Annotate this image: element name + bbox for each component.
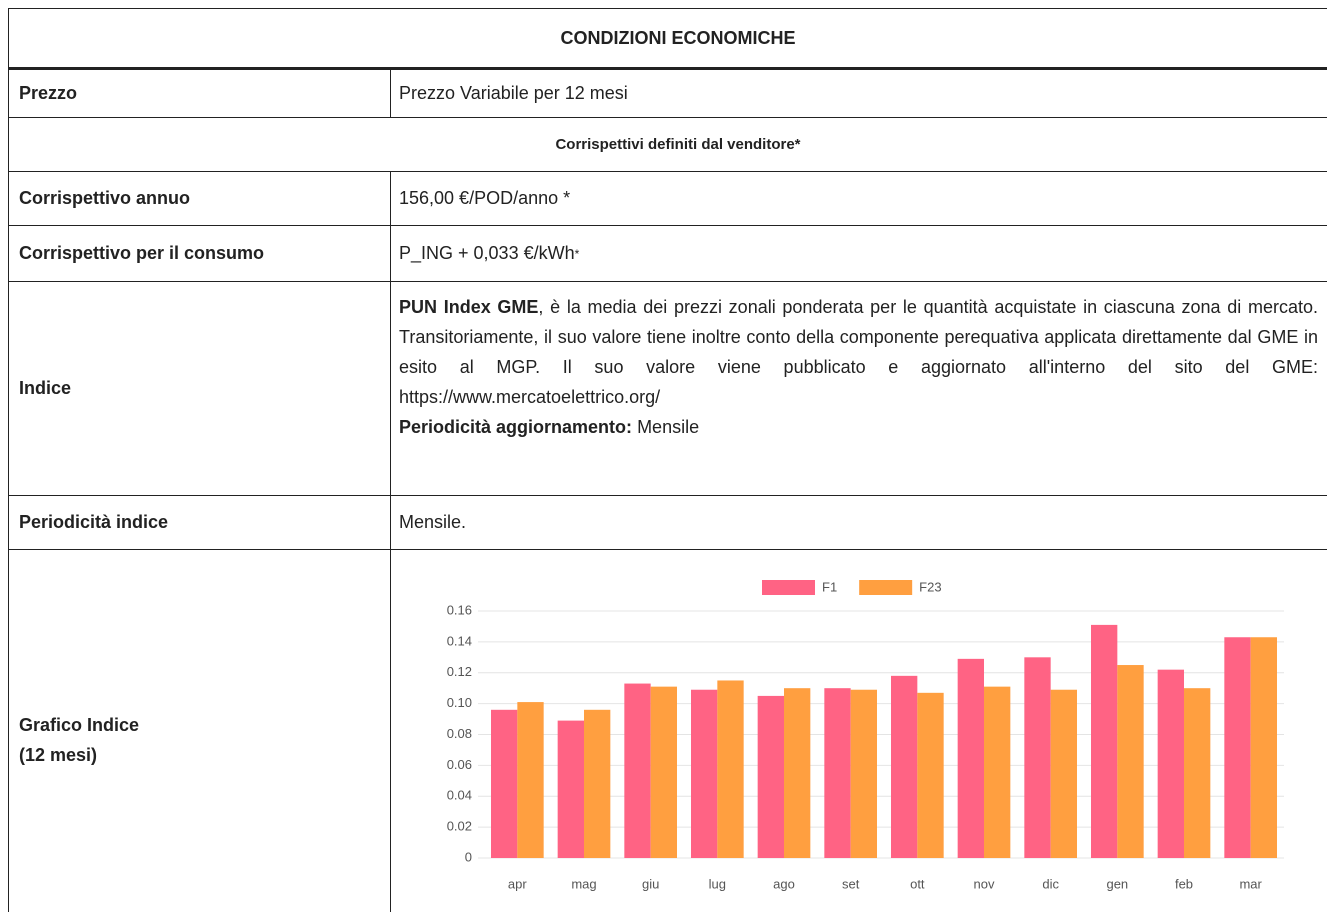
bar [584, 709, 611, 858]
y-tick-label: 0.10 [447, 695, 472, 710]
x-tick-label: ott [910, 876, 925, 891]
x-tick-label: set [842, 876, 860, 891]
y-tick-label: 0.14 [447, 633, 472, 648]
legend-swatch [762, 580, 815, 595]
bar [1024, 657, 1051, 858]
row-value-wrap: PUN Index GME, è la media dei prezzi zon… [391, 282, 1327, 495]
row-label: Indice [9, 282, 391, 495]
row-value: 156,00 €/POD/anno * [399, 188, 571, 208]
bar [824, 688, 851, 858]
x-tick-label: mag [571, 876, 596, 891]
y-tick-label: 0.08 [447, 726, 472, 741]
bar [517, 702, 544, 858]
y-tick-label: 0.04 [447, 788, 472, 803]
bar [957, 658, 984, 858]
x-tick-label: gen [1106, 876, 1128, 891]
section-row: Corrispettivi definiti dal venditore* [8, 118, 1327, 172]
bar [1224, 637, 1251, 858]
annuo-row: Corrispettivo annuo 156,00 €/POD/anno * [8, 172, 1327, 226]
legend-swatch [859, 580, 913, 595]
bar [557, 720, 584, 858]
bar [917, 692, 944, 858]
bar [984, 686, 1011, 858]
row-value-wrap: P_ING + 0,033 €/kWh * [391, 226, 1327, 281]
bar [757, 695, 784, 858]
x-tick-label: dic [1042, 876, 1059, 891]
label-line: (12 mesi) [19, 745, 98, 765]
update-label: Periodicità aggiornamento: [399, 417, 633, 437]
legend-label: F23 [919, 579, 941, 594]
periodicita-row: Periodicità indice Mensile. [8, 496, 1327, 550]
x-tick-label: apr [508, 876, 527, 891]
indice-text: PUN Index GME, è la media dei prezzi zon… [391, 282, 1327, 442]
bar [850, 689, 877, 858]
chart: 0 0.02 0.04 0.06 0.08 0.10 0.12 0.14 0.16 F1 F23 ap… [447, 579, 1284, 891]
prezzo-row: Prezzo Prezzo Variabile per 12 mesi [8, 70, 1327, 118]
row-label: Periodicità indice [9, 496, 391, 549]
x-tick-label: ago [773, 876, 795, 891]
bar [1250, 637, 1277, 858]
x-tick-label: lug [709, 876, 726, 891]
row-value: Mensile. [399, 512, 467, 532]
table-title: CONDIZIONI ECONOMICHE [560, 27, 796, 48]
x-tick-label: feb [1175, 876, 1193, 891]
y-tick-label: 0.12 [447, 664, 472, 679]
row-value: Prezzo Variabile per 12 mesi [399, 83, 628, 103]
y-tick-label: 0 [465, 849, 472, 864]
y-tick-label: 0.02 [447, 819, 472, 834]
index-name: PUN Index GME [399, 297, 539, 317]
bar [1157, 669, 1184, 858]
bar [891, 675, 918, 858]
consumo-row: Corrispettivo per il consumo P_ING + 0,0… [8, 226, 1327, 282]
header-row: CONDIZIONI ECONOMICHE [8, 8, 1327, 70]
row-label: Prezzo [9, 70, 391, 117]
y-tick-label: 0.16 [447, 602, 472, 617]
bar [717, 680, 744, 858]
grafico-row: Grafico Indice (12 mesi) [8, 550, 1327, 912]
bar [1091, 624, 1118, 858]
bar [1050, 689, 1077, 858]
row-label: Corrispettivo per il consumo [9, 226, 391, 281]
x-tick-label: nov [974, 876, 995, 891]
row-value: P_ING + 0,033 €/kWh [399, 243, 575, 263]
update-value: Mensile [637, 417, 700, 437]
section-title: Corrispettivi definiti dal venditore* [555, 136, 801, 153]
y-tick-label: 0.06 [447, 757, 472, 772]
footnote-mark: * [574, 246, 580, 261]
bar [1117, 665, 1144, 858]
row-label: Grafico Indice (12 mesi) [9, 550, 391, 912]
indice-row: Indice PUN Index GME, è la media dei pre… [8, 282, 1327, 496]
row-label: Corrispettivo annuo [9, 172, 391, 225]
bar [650, 686, 677, 858]
bar [491, 709, 518, 858]
x-tick-label: mar [1239, 876, 1262, 891]
x-tick-label: giu [642, 876, 659, 891]
bar [1184, 688, 1211, 858]
bar [624, 683, 651, 858]
label-line: Grafico Indice [19, 715, 140, 735]
bar [691, 689, 718, 858]
bar [784, 688, 811, 858]
legend-label: F1 [822, 579, 837, 594]
index-description: , è la media dei prezzi zonali ponderata… [399, 297, 1318, 407]
